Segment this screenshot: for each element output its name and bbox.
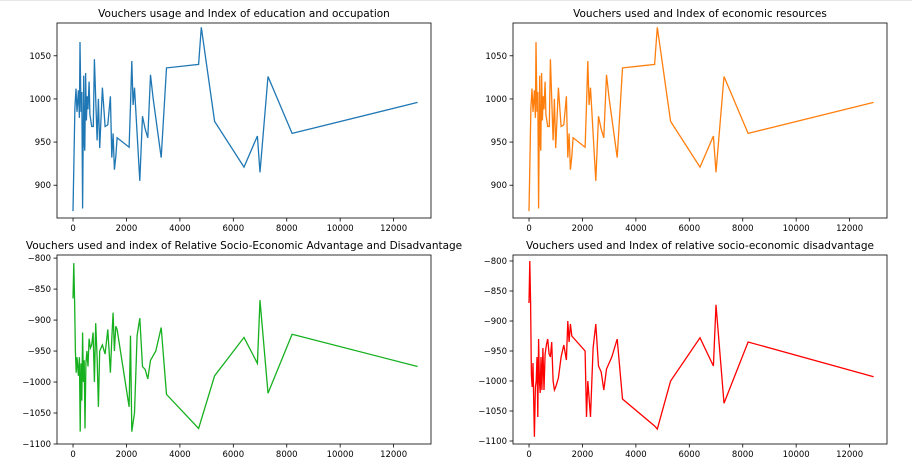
- y-tick-label: −850: [28, 285, 51, 295]
- chart-svg: Vouchers used and Index of relative soci…: [478, 240, 888, 460]
- x-tick-label: 4000: [169, 450, 191, 460]
- plot-frame: [56, 22, 432, 219]
- x-tick-label: 6000: [678, 450, 700, 460]
- x-tick-label: 8000: [732, 450, 754, 460]
- y-tick-label: −900: [28, 316, 51, 326]
- y-tick-label: −1050: [22, 409, 51, 419]
- x-tick-label: 2000: [116, 450, 138, 460]
- x-tick-label: 0: [526, 224, 531, 234]
- series-line: [72, 27, 418, 212]
- x-tick-label: 8000: [276, 450, 298, 460]
- chart-title: Vouchers used and Index of relative soci…: [526, 240, 874, 252]
- y-tick-label: −1050: [478, 407, 507, 417]
- y-tick-label: −850: [484, 287, 507, 297]
- y-tick-label: −1100: [22, 440, 51, 450]
- chart-svg: Vouchers usage and Index of education an…: [29, 8, 432, 234]
- x-tick-label: 4000: [625, 224, 647, 234]
- series-line: [528, 260, 874, 437]
- chart-title: Vouchers used and Index of economic reso…: [573, 8, 827, 20]
- x-tick-label: 0: [70, 450, 75, 460]
- plot-frame: [512, 22, 888, 219]
- chart-svg: Vouchers used and Index of economic reso…: [485, 8, 888, 234]
- chart-panel-advantage-disadvantage: Vouchers used and index of Relative Soci…: [0, 234, 462, 467]
- y-tick-label: −800: [484, 257, 507, 267]
- x-tick-label: 12000: [380, 450, 407, 460]
- x-tick-label: 0: [526, 450, 531, 460]
- chart-svg: Vouchers used and index of Relative Soci…: [22, 240, 462, 460]
- x-tick-label: 8000: [732, 224, 754, 234]
- plot-frame: [512, 254, 888, 445]
- chart-title: Vouchers usage and Index of education an…: [98, 8, 390, 20]
- chart-title: Vouchers used and index of Relative Soci…: [26, 240, 462, 252]
- y-tick-label: −1100: [478, 437, 507, 447]
- top-rule: [0, 0, 912, 1]
- x-tick-label: 10000: [783, 450, 810, 460]
- x-tick-label: 12000: [836, 224, 863, 234]
- plot-frame: [56, 254, 432, 445]
- chart-panel-education-occupation: Vouchers usage and Index of education an…: [0, 0, 456, 234]
- chart-panel-relative-disadvantage: Vouchers used and Index of relative soci…: [456, 234, 912, 467]
- y-tick-label: −950: [484, 347, 507, 357]
- y-tick-label: 1050: [485, 52, 507, 62]
- x-tick-label: 4000: [625, 450, 647, 460]
- x-tick-label: 2000: [572, 224, 594, 234]
- y-tick-label: 950: [491, 138, 507, 148]
- y-tick-label: 1000: [29, 95, 51, 105]
- y-tick-label: 950: [35, 138, 51, 148]
- x-tick-label: 8000: [276, 224, 298, 234]
- y-tick-label: −900: [484, 317, 507, 327]
- y-tick-label: 1050: [29, 52, 51, 62]
- x-tick-label: 6000: [678, 224, 700, 234]
- y-tick-label: −1000: [478, 377, 507, 387]
- y-tick-label: 900: [35, 181, 51, 191]
- x-tick-label: 10000: [783, 224, 810, 234]
- x-tick-label: 6000: [222, 450, 244, 460]
- y-tick-label: −950: [28, 347, 51, 357]
- x-tick-label: 10000: [327, 450, 354, 460]
- x-tick-label: 0: [70, 224, 75, 234]
- x-tick-label: 4000: [169, 224, 191, 234]
- x-tick-label: 12000: [836, 450, 863, 460]
- x-tick-label: 2000: [572, 450, 594, 460]
- x-tick-label: 2000: [116, 224, 138, 234]
- y-tick-label: 900: [491, 181, 507, 191]
- chart-panel-economic-resources: Vouchers used and Index of economic reso…: [456, 0, 912, 234]
- series-line: [528, 27, 874, 212]
- y-tick-label: 1000: [485, 95, 507, 105]
- y-tick-label: −1000: [22, 378, 51, 388]
- series-line: [72, 263, 418, 432]
- x-tick-label: 10000: [327, 224, 354, 234]
- y-tick-label: −800: [28, 254, 51, 264]
- x-tick-label: 6000: [222, 224, 244, 234]
- x-tick-label: 12000: [380, 224, 407, 234]
